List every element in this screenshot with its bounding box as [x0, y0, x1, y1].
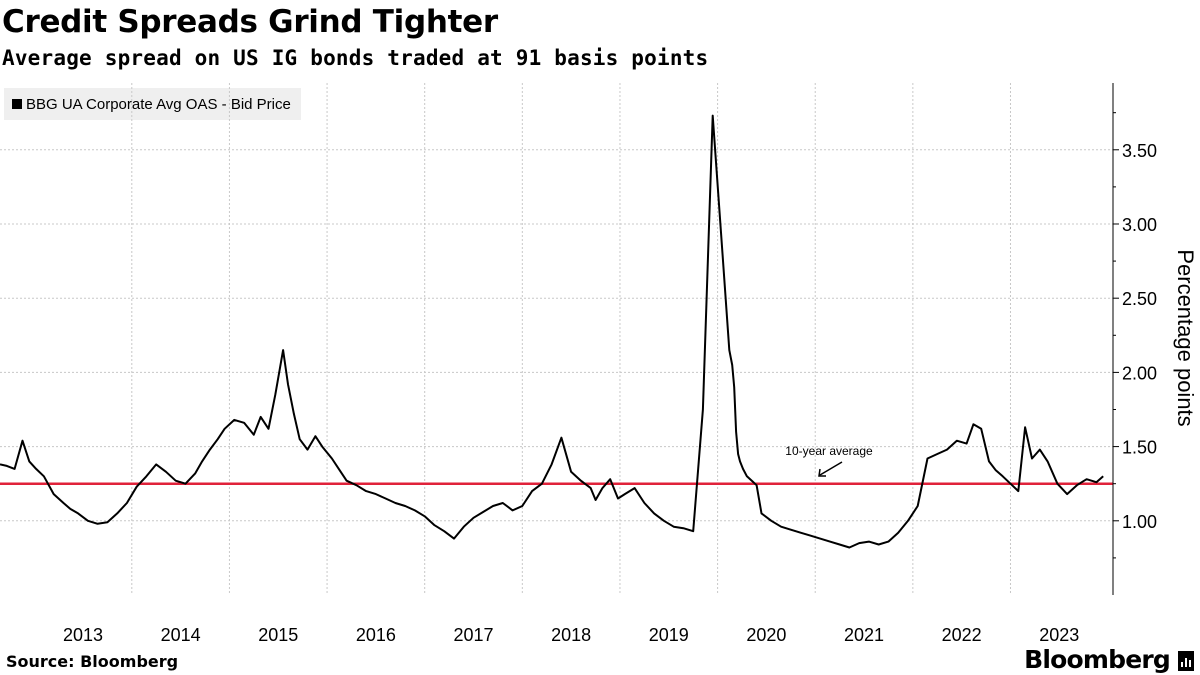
y-tick-label: 2.00 [1122, 363, 1157, 383]
y-tick-label: 3.50 [1122, 141, 1157, 161]
source-note: Source: Bloomberg [6, 652, 179, 671]
x-tick-label: 2021 [844, 625, 884, 645]
legend-label: BBG UA Corporate Avg OAS - Bid Price [26, 95, 291, 113]
series-group [0, 114, 1104, 549]
x-tick-label: 2014 [161, 625, 201, 645]
y-axis-label: Percentage points [1173, 249, 1198, 426]
y-tick-label: 2.50 [1122, 289, 1157, 309]
bloomberg-chart-icon [1178, 651, 1194, 671]
legend-swatch [12, 99, 22, 109]
reference-line-annotation: 10-year average [785, 444, 873, 458]
y-tick-label: 3.00 [1122, 215, 1157, 235]
x-tick-label: 2017 [453, 625, 493, 645]
x-tick-label: 2016 [356, 625, 396, 645]
x-tick-label: 2023 [1039, 625, 1079, 645]
chart-subtitle: Average spread on US IG bonds traded at … [2, 46, 709, 70]
series-line-oas [0, 114, 1104, 549]
x-tick-label: 2020 [746, 625, 786, 645]
x-axis: 2013 2014 2015 2016 2017 2018 2019 2020 2021 2022… [63, 625, 1079, 645]
x-tick-label: 2018 [551, 625, 591, 645]
annotation-arrow [818, 461, 843, 477]
x-tick-label: 2015 [258, 625, 298, 645]
y-tick-label: 1.00 [1122, 512, 1157, 532]
y-axis: 1.00 1.50 2.00 2.50 3.00 3.50 [1112, 83, 1157, 595]
y-tick-label: 1.50 [1122, 438, 1157, 458]
chart-title: Credit Spreads Grind Tighter [2, 4, 498, 40]
x-tick-label: 2022 [942, 625, 982, 645]
bloomberg-logo: Bloomberg [1024, 645, 1171, 674]
grid [0, 83, 1113, 595]
x-tick-label: 2013 [63, 625, 103, 645]
x-tick-label: 2019 [649, 625, 689, 645]
legend: BBG UA Corporate Avg OAS - Bid Price [4, 88, 301, 120]
